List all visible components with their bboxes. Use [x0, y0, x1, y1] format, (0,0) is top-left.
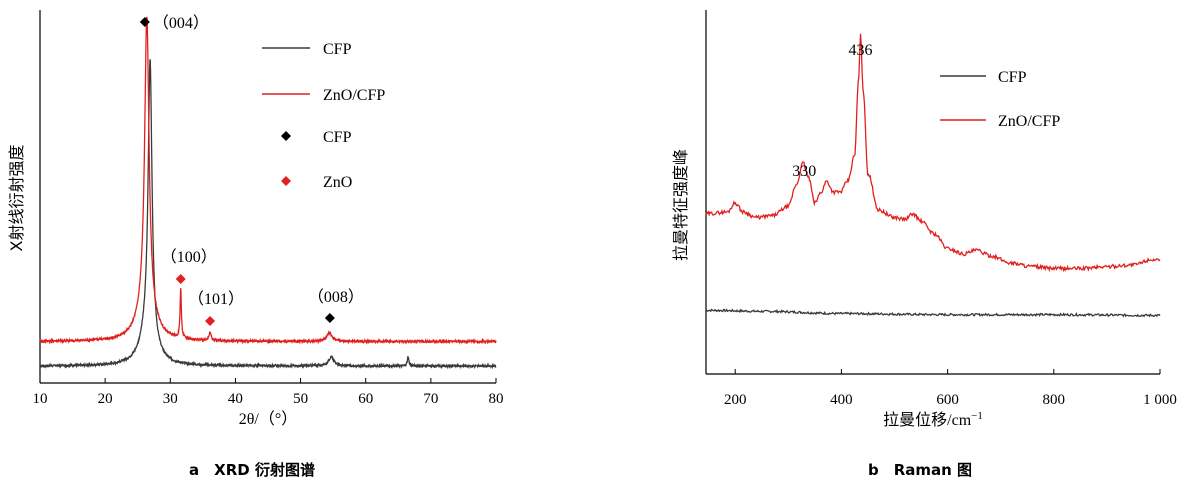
legend-diamond-zno-icon [281, 176, 291, 186]
raman-caption: b Raman 图 [868, 461, 972, 479]
raman-series-cfp-line [705, 308, 1161, 318]
raman-x-axis-label: 拉曼位移/cm−1 [883, 410, 983, 429]
xrd-series-zno-cfp-line [39, 16, 497, 345]
raman-peak-label: 330 [792, 163, 816, 180]
raman-x-tick-label: 200 [724, 392, 747, 408]
raman-x-axis-label-text: 拉曼位移/cm [883, 411, 972, 429]
xrd-x-ticks: 10 20 30 40 50 60 70 80 [33, 378, 504, 407]
xrd-peak-marker-diamond-icon [139, 17, 150, 27]
xrd-peak-marker-diamond-icon [324, 313, 335, 323]
legend-label-cfp-line: CFP [323, 41, 352, 58]
raman-x-tick-label: 1 000 [1143, 392, 1177, 408]
raman-x-axis-label-superscript: −1 [971, 410, 983, 422]
xrd-x-tick-label: 10 [33, 391, 48, 407]
xrd-peak-label: （101） [188, 290, 244, 308]
raman-x-tick-label: 600 [936, 392, 959, 408]
raman-x-ticks: 200 400 600 800 1 000 [724, 369, 1177, 408]
xrd-peak-marker-diamond-icon [205, 316, 216, 326]
xrd-x-tick-label: 20 [98, 391, 113, 407]
legend-label-zno-cfp: ZnO/CFP [998, 113, 1060, 130]
xrd-peak-annotations: （004） （100） （101） （008） [139, 14, 364, 326]
xrd-x-tick-label: 40 [228, 391, 243, 407]
xrd-x-tick-label: 60 [358, 391, 373, 407]
xrd-peak-label: （008） [308, 288, 364, 306]
xrd-x-axis-label: 2θ/（°） [239, 410, 298, 428]
xrd-x-tick-label: 30 [163, 391, 178, 407]
legend-diamond-cfp-icon [281, 131, 291, 141]
xrd-legend: CFP ZnO/CFP CFP ZnO [262, 41, 385, 191]
legend-label-cfp: CFP [998, 69, 1027, 86]
raman-x-tick-label: 800 [1043, 392, 1066, 408]
xrd-x-tick-label: 80 [489, 391, 504, 407]
legend-label-cfp-marker: CFP [323, 129, 352, 146]
legend-label-zno-marker: ZnO [323, 174, 352, 191]
legend-label-zno-cfp-line: ZnO/CFP [323, 87, 385, 104]
raman-peak-label: 436 [849, 42, 873, 59]
raman-x-tick-label: 400 [830, 392, 853, 408]
raman-panel: 200 400 600 800 1 000 436 330 CFP ZnO/CFP 拉曼特… [671, 10, 1177, 479]
xrd-peak-label: （004） [153, 14, 209, 32]
xrd-caption: a XRD 衍射图谱 [189, 461, 315, 479]
xrd-series-cfp-line [39, 59, 497, 370]
xrd-x-tick-label: 50 [293, 391, 308, 407]
raman-peak-annotations: 436 330 [792, 42, 872, 180]
raman-legend: CFP ZnO/CFP [940, 69, 1060, 130]
xrd-x-tick-label: 70 [423, 391, 438, 407]
xrd-panel: 10 20 30 40 50 60 70 80 （004） （100） （101） （008） CF… [7, 10, 504, 479]
xrd-peak-label: （100） [161, 248, 217, 266]
raman-y-axis-label: 拉曼特征强度峰 [671, 149, 690, 261]
raman-series-zno-cfp-line [705, 33, 1161, 273]
xrd-peak-marker-diamond-icon [175, 274, 186, 284]
xrd-y-axis-label: X射线衍射强度 [7, 145, 26, 252]
